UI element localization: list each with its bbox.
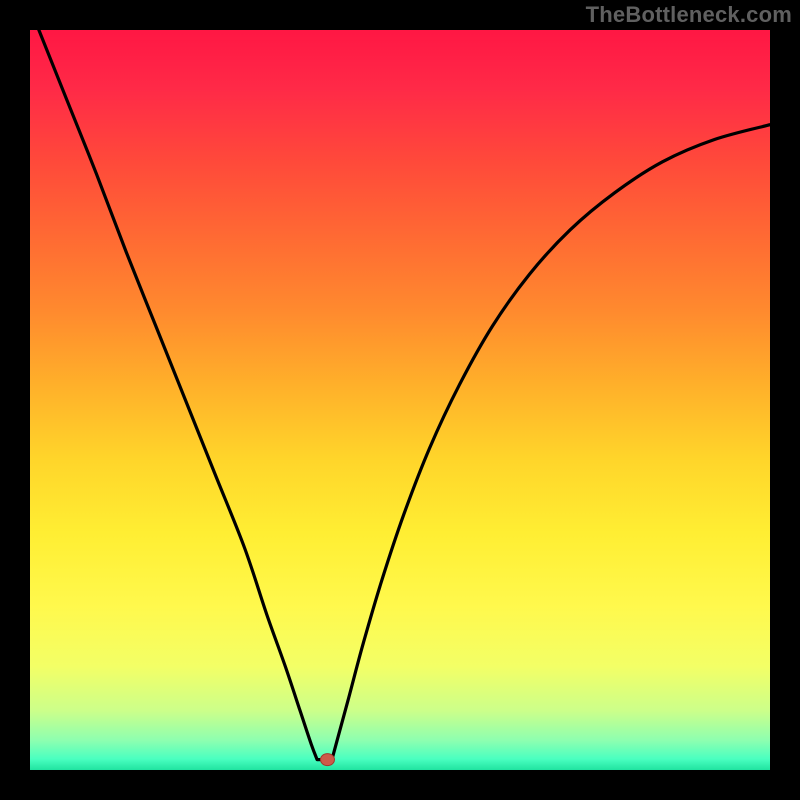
- optimum-marker: [320, 754, 334, 766]
- chart-container: TheBottleneck.com: [0, 0, 800, 800]
- watermark-text: TheBottleneck.com: [586, 2, 792, 28]
- bottleneck-curve-chart: [0, 0, 800, 800]
- plot-background-gradient: [30, 30, 770, 770]
